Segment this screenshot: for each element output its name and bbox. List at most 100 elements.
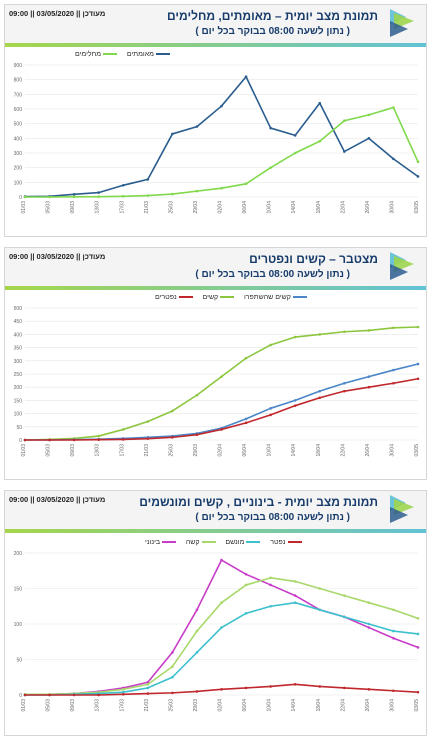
series-line (25, 577, 419, 696)
panel-header (5, 491, 426, 529)
y-tick-label: 700 (14, 92, 23, 98)
data-point (318, 101, 322, 105)
legend: קשים שהשתפרו קשים נפטרים (155, 294, 309, 301)
ministry-logo-icon (390, 495, 414, 523)
data-point (171, 436, 174, 439)
data-point (220, 688, 223, 691)
x-tick-label: 17/03 (119, 444, 125, 457)
legend-item-deceased: נפטרים (155, 294, 195, 301)
data-point (146, 692, 150, 695)
x-tick-label: 06/04 (242, 699, 248, 712)
y-tick-label: 300 (14, 151, 23, 157)
data-point (269, 604, 272, 608)
header-divider (5, 286, 426, 290)
data-point (416, 325, 420, 329)
data-point (416, 632, 420, 636)
x-tick-label: 09/03 (70, 699, 76, 712)
x-tick-label: 30/04 (389, 201, 395, 214)
x-tick-label: 01/03 (21, 699, 27, 712)
data-point (293, 594, 297, 597)
x-tick-label: 21/03 (144, 201, 150, 214)
data-point (23, 195, 27, 199)
y-tick-label: 100 (14, 622, 23, 628)
y-tick-label: 150 (14, 587, 23, 593)
data-point (318, 396, 322, 400)
data-point (269, 685, 272, 688)
x-tick-label: 17/03 (119, 201, 125, 214)
data-point (343, 330, 346, 334)
x-tick-label: 25/03 (168, 201, 174, 214)
data-point (318, 685, 322, 688)
x-tick-label: 21/03 (144, 699, 150, 712)
x-tick-label: 29/03 (193, 444, 199, 457)
x-tick-label: 02/04 (218, 201, 224, 214)
data-point (416, 690, 420, 694)
legend-item-deceased: נפטר (270, 539, 303, 546)
data-point (220, 626, 223, 629)
x-tick-label: 22/04 (340, 444, 346, 457)
data-point (121, 183, 125, 187)
chart-panel-confirmed-recovered: 09:00 || 03/05/2020 || מעודכן תמונת מצב … (4, 4, 427, 237)
data-point (318, 389, 322, 393)
update-stamp: 09:00 || 03/05/2020 || מעודכן (9, 495, 106, 504)
data-point (392, 157, 395, 161)
data-point (121, 428, 125, 431)
chart-plot-area: 0 50 100 150 200 01/03 05/03 09/03 13/03 17/03 21/… (14, 551, 420, 712)
data-point (146, 420, 150, 423)
data-point (392, 689, 395, 693)
chart-panel-moderate-severe-ventilated: 09:00 || 03/05/2020 || מעודכן תמונת מצב … (4, 490, 427, 736)
y-tick-label: 200 (14, 385, 23, 391)
data-point (416, 160, 420, 164)
data-point (244, 182, 248, 186)
data-point (318, 333, 322, 336)
x-tick-label: 29/03 (193, 201, 199, 214)
x-tick-label: 02/04 (218, 444, 224, 457)
x-tick-label: 05/03 (46, 444, 52, 457)
data-point (269, 576, 272, 580)
chart-subtitle: ( נתון לשעה 08:00 בבוקר בכל יום ) (195, 269, 350, 280)
data-point (72, 193, 76, 196)
data-point (269, 126, 272, 130)
y-tick-label: 600 (14, 107, 23, 113)
data-point (318, 587, 322, 590)
data-point (392, 629, 395, 633)
data-point (121, 194, 125, 198)
data-point (269, 343, 272, 347)
x-tick-label: 14/04 (291, 444, 297, 457)
panel-header (5, 248, 426, 286)
data-point (392, 381, 395, 385)
data-point (293, 134, 297, 137)
data-point (367, 113, 371, 117)
x-tick-label: 21/03 (144, 444, 150, 457)
data-point (244, 421, 248, 425)
legend-item-ventilated: מונשם (225, 539, 262, 546)
data-point (195, 433, 199, 437)
data-point (121, 438, 125, 441)
data-point (23, 438, 27, 442)
data-point (220, 186, 223, 190)
series-line (25, 377, 419, 441)
x-tick-label: 14/04 (291, 201, 297, 214)
chart-title: תמונת מצב יומית - בינוניים , קשים ומונשמ… (139, 495, 378, 509)
data-point (23, 693, 27, 697)
y-tick-label: 500 (14, 122, 23, 128)
data-point (244, 686, 248, 690)
legend: מאומתים מחלימים (75, 51, 172, 58)
data-point (146, 437, 150, 440)
legend-item-severe: קשה (186, 539, 218, 546)
y-tick-label: 200 (14, 551, 23, 557)
data-point (244, 583, 248, 587)
x-tick-label: 10/04 (267, 444, 273, 457)
data-point (293, 335, 297, 339)
x-tick-label: 13/03 (95, 201, 101, 214)
chart-title: תמונת מצב יומית – מאומתים, מחלימים (166, 9, 378, 23)
data-point (244, 356, 248, 360)
data-point (72, 438, 76, 442)
x-tick-label: 13/03 (95, 699, 101, 712)
x-tick-label: 03/05 (414, 699, 420, 712)
y-tick-label: 450 (14, 319, 23, 325)
y-tick-label: 0 (19, 693, 22, 699)
chart-title: מצטבר – קשים ונפטרים (249, 252, 378, 266)
data-point (171, 675, 174, 679)
data-point (367, 137, 371, 140)
